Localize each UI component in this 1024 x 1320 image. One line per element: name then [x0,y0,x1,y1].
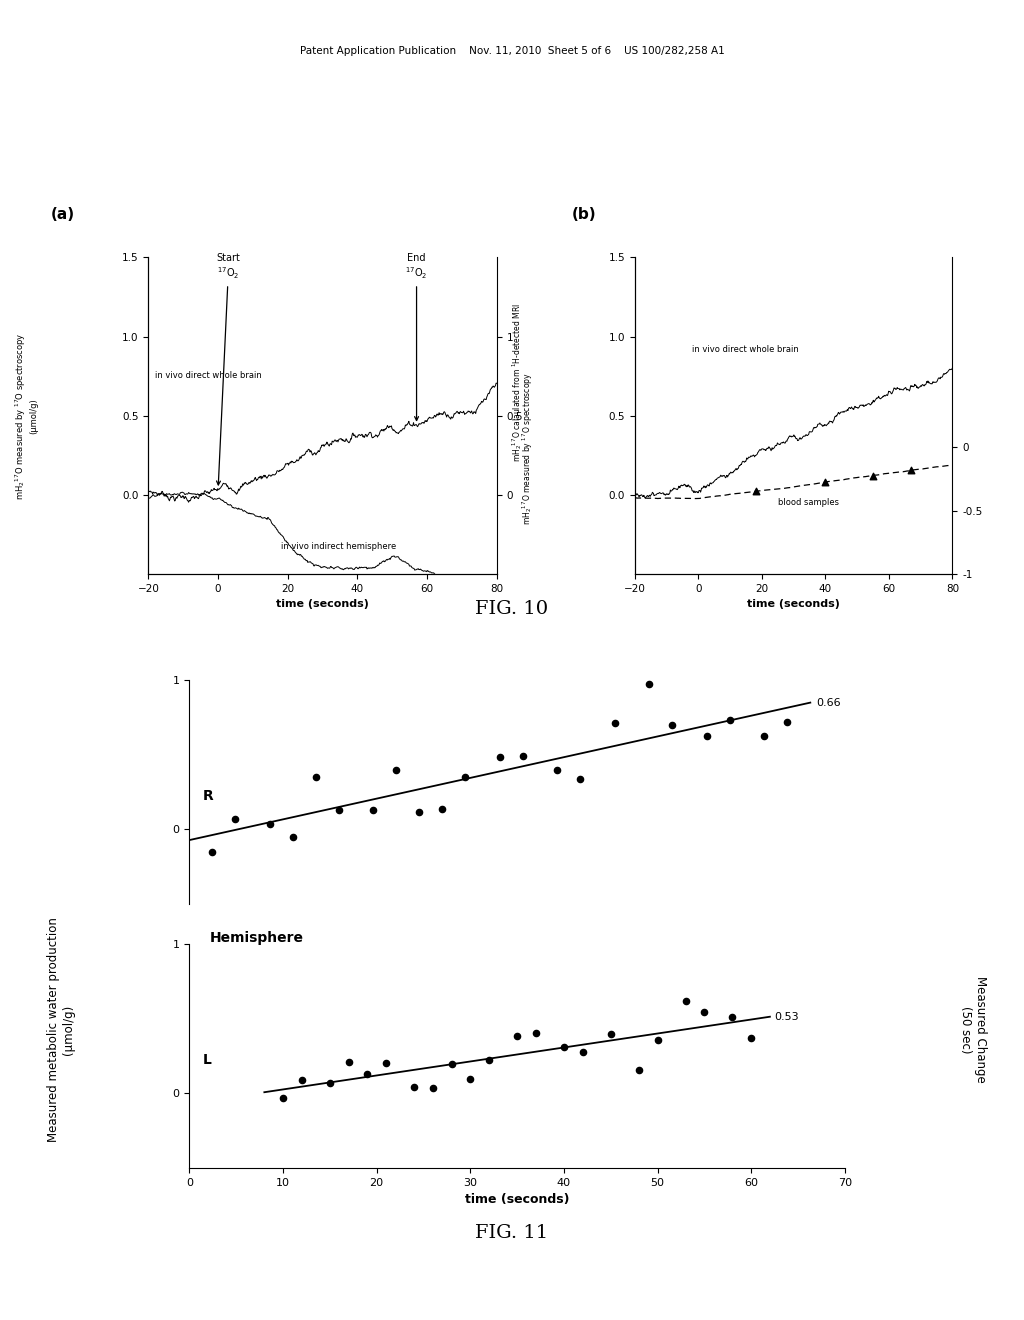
Point [322,1072,338,1093]
Text: (a): (a) [51,207,75,222]
Point [864,465,881,486]
Text: Hemisphere: Hemisphere [210,931,304,945]
Text: Measured Change
(50 sec): Measured Change (50 sec) [958,977,987,1082]
Text: 0.66: 0.66 [816,697,841,708]
Point [817,471,834,492]
Point [462,1069,478,1090]
Point [649,1030,666,1051]
Point [641,673,657,694]
Point [434,799,451,820]
Point [366,800,382,821]
Point [285,826,301,847]
Point [262,813,279,834]
Point [631,1059,647,1080]
Text: in vivo direct whole brain: in vivo direct whole brain [692,346,799,355]
Text: End
$^{17}$O$_2$: End $^{17}$O$_2$ [406,253,428,421]
X-axis label: time (seconds): time (seconds) [276,599,369,610]
X-axis label: time (seconds): time (seconds) [465,1193,569,1206]
Point [443,1053,460,1074]
Text: Measured metabolic water production
(μmol/g): Measured metabolic water production (μmo… [47,917,76,1142]
Point [572,768,589,789]
Point [722,709,738,730]
Point [574,1041,591,1063]
Point [274,1086,291,1107]
Point [602,1023,618,1044]
Text: in vivo direct whole brain: in vivo direct whole brain [156,371,262,380]
Point [678,990,694,1011]
Point [406,1076,422,1097]
Point [743,1028,760,1049]
Point [481,1049,498,1071]
Point [294,1069,310,1090]
Text: Patent Application Publication    Nov. 11, 2010  Sheet 5 of 6    US 100/282,258 : Patent Application Publication Nov. 11, … [300,46,724,57]
Point [756,726,772,747]
Point [556,1036,572,1057]
Text: blood samples: blood samples [778,498,839,507]
Point [388,759,404,780]
Point [606,713,623,734]
X-axis label: time (seconds): time (seconds) [748,599,840,610]
Point [412,801,428,822]
Point [698,725,715,746]
Point [331,799,347,820]
Text: R: R [203,789,213,804]
Text: 0.53: 0.53 [774,1011,799,1022]
Point [204,842,220,863]
Point [308,767,325,788]
Point [515,746,531,767]
Text: L: L [203,1053,211,1068]
Point [227,808,244,829]
Point [779,711,796,733]
Text: FIG. 10: FIG. 10 [475,599,549,618]
Text: (b): (b) [571,207,596,222]
Point [748,480,764,502]
Text: in vivo indirect hemisphere: in vivo indirect hemisphere [281,541,396,550]
Point [378,1052,394,1073]
Point [549,759,565,780]
Point [527,1023,544,1044]
Point [724,1006,740,1027]
Text: mH$_2$$^{17}$O measured by $^{17}$O spectroscopy
(μmol/g): mH$_2$$^{17}$O measured by $^{17}$O spec… [13,331,38,500]
Point [509,1026,525,1047]
Point [359,1063,376,1084]
Point [340,1052,356,1073]
Point [665,714,681,735]
Point [696,1002,713,1023]
Text: FIG. 11: FIG. 11 [475,1224,549,1242]
Text: Start
$^{17}$O$_2$: Start $^{17}$O$_2$ [216,253,241,484]
Text: mH$_2$$^{17}$O calaulated from $^1$H-detected MRI: mH$_2$$^{17}$O calaulated from $^1$H-det… [510,304,524,462]
Point [492,746,508,767]
Text: mH$_2$$^{17}$O measured by $^{17}$O spectroscopy: mH$_2$$^{17}$O measured by $^{17}$O spec… [520,372,535,525]
Point [425,1077,441,1098]
Point [457,766,473,787]
Point [903,459,920,480]
